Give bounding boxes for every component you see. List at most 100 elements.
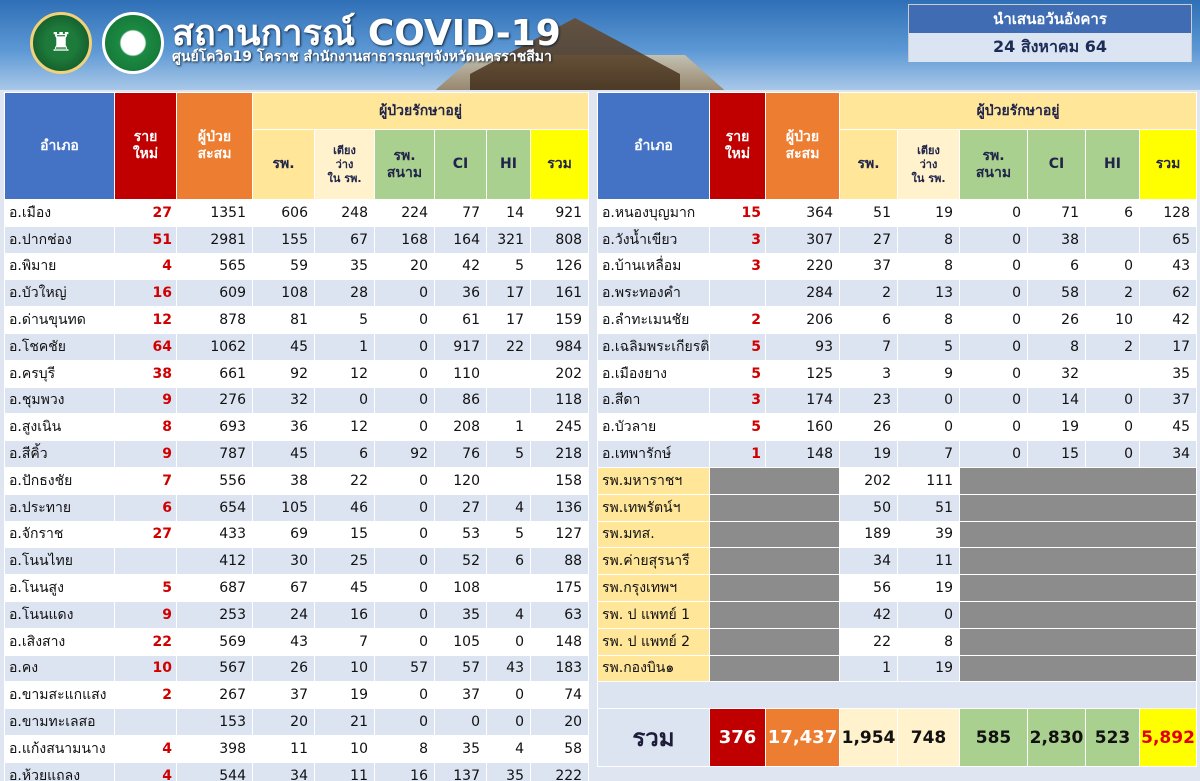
field-hospital-patients: 0 — [959, 413, 1028, 442]
total-all: 5,892 — [1138, 708, 1198, 768]
total-patients: 20 — [529, 708, 590, 736]
hospital-patients: 606 — [252, 199, 315, 227]
total-patients: 43 — [1138, 252, 1198, 281]
free-beds: 10 — [314, 734, 375, 763]
hospital-patients: 36 — [252, 413, 315, 442]
district-name: อ.พิมาย — [4, 252, 115, 281]
cumulative-cases: 661 — [176, 359, 253, 388]
free-beds: 111 — [897, 466, 960, 495]
hospital-row: รพ.กองบิน๑ 1 19 — [597, 654, 1198, 683]
total-patients: 127 — [529, 520, 590, 549]
cumulative-cases: 307 — [765, 225, 840, 254]
field-hospital-patients: 0 — [959, 199, 1028, 227]
ci-patients: 6 — [1027, 252, 1086, 281]
free-beds: 16 — [314, 600, 375, 629]
table-row: อ.คง 10 567 26 10 57 57 43 183 — [4, 654, 590, 683]
hospital-row: รพ.มหาราชฯ 202 111 — [597, 466, 1198, 495]
district-name: อ.โนนไทย — [4, 547, 115, 576]
free-beds: 35 — [314, 252, 375, 281]
hi-patients: 4 — [486, 493, 531, 522]
new-cases — [114, 708, 177, 736]
field-hospital-patients: 0 — [374, 627, 435, 656]
hospital-patients: 34 — [839, 547, 898, 576]
total-patients: 118 — [529, 386, 590, 415]
table-row: อ.ลำทะเมนชัย 2 206 6 8 0 26 10 42 — [597, 306, 1198, 334]
header-hi: HI — [486, 129, 531, 200]
gray-filler — [709, 654, 840, 683]
spacer-row — [596, 681, 1198, 710]
hi-patients: 0 — [486, 681, 531, 710]
ci-patients: 58 — [1027, 279, 1086, 308]
gray-filler — [958, 627, 1198, 656]
ci-patients: 14 — [1027, 386, 1086, 415]
free-beds: 12 — [314, 359, 375, 388]
free-beds: 7 — [314, 627, 375, 656]
ci-patients: 137 — [434, 761, 487, 781]
free-beds: 6 — [314, 440, 375, 468]
free-beds: 45 — [314, 574, 375, 602]
header-cumulative: ผู้ป่วย สะสม — [765, 92, 840, 200]
field-hospital-patients: 0 — [374, 332, 435, 361]
district-name: อ.สีคิ้ว — [4, 440, 115, 468]
ci-patients: 38 — [1027, 225, 1086, 254]
new-cases: 10 — [114, 654, 177, 683]
ci-patients: 917 — [434, 332, 487, 361]
cumulative-cases: 153 — [176, 708, 253, 736]
hi-patients: 14 — [486, 199, 531, 227]
free-beds: 19 — [897, 654, 960, 683]
hi-patients: 0 — [1085, 440, 1140, 468]
new-cases: 3 — [709, 225, 766, 254]
hospital-patients: 189 — [839, 520, 898, 549]
new-cases: 1 — [709, 440, 766, 468]
district-name: อ.ห้วยแถลง — [4, 761, 115, 781]
ci-patients: 15 — [1027, 440, 1086, 468]
date-box: นำเสนอวันอังคาร 24 สิงหาคม 64 — [908, 4, 1192, 62]
header-district: อำเภอ — [597, 92, 710, 200]
field-hospital-patients: 0 — [374, 413, 435, 442]
gray-filler — [958, 600, 1198, 629]
hospital-row: รพ.ค่ายสุรนารี 34 11 — [597, 547, 1198, 576]
total-patients: 984 — [529, 332, 590, 361]
free-beds: 15 — [314, 520, 375, 549]
district-name: อ.สีดา — [597, 386, 710, 415]
hospital-patients: 27 — [839, 225, 898, 254]
grand-total-row: รวม 376 17,437 1,954 748 585 2,830 523 5… — [597, 708, 1198, 768]
table-row: อ.สีคิ้ว 9 787 45 6 92 76 5 218 — [4, 440, 590, 468]
field-hospital-patients: 0 — [959, 386, 1028, 415]
free-beds: 0 — [897, 413, 960, 442]
header-total: รวม — [529, 129, 590, 200]
total-patients: 88 — [529, 547, 590, 576]
new-cases: 5 — [709, 332, 766, 361]
header-field-hospital: รพ. สนาม — [374, 129, 435, 200]
header-under-treatment: ผู้ป่วยรักษาอยู่ — [251, 92, 590, 130]
field-hospital-patients: 0 — [374, 708, 435, 736]
hospital-name: รพ.เทพรัตน์ฯ — [597, 493, 710, 522]
hi-patients: 35 — [486, 761, 531, 781]
total-patients: 45 — [1138, 413, 1198, 442]
hospital-patients: 43 — [252, 627, 315, 656]
total-patients: 58 — [529, 734, 590, 763]
table-row: อ.บ้านเหลื่อม 3 220 37 8 0 6 0 43 — [597, 252, 1198, 281]
hospital-patients: 51 — [839, 199, 898, 227]
header-ci: CI — [434, 129, 487, 200]
hi-patients: 22 — [486, 332, 531, 361]
ci-patients: 86 — [434, 386, 487, 415]
new-cases: 64 — [114, 332, 177, 361]
ci-patients: 35 — [434, 734, 487, 763]
ci-patients: 19 — [1027, 413, 1086, 442]
gray-filler — [709, 627, 840, 656]
cumulative-cases: 253 — [176, 600, 253, 629]
table-row: อ.โนนสูง 5 687 67 45 0 108 175 — [4, 574, 590, 602]
cumulative-cases: 398 — [176, 734, 253, 763]
new-cases: 27 — [114, 520, 177, 549]
cumulative-cases: 364 — [765, 199, 840, 227]
total-field-hospital: 585 — [959, 708, 1028, 768]
total-free-beds: 748 — [897, 708, 960, 768]
field-hospital-patients: 0 — [959, 225, 1028, 254]
free-beds: 28 — [314, 279, 375, 308]
table-row: อ.ชุมพวง 9 276 32 0 0 86 118 — [4, 386, 590, 415]
field-hospital-patients: 0 — [374, 574, 435, 602]
field-hospital-patients: 0 — [374, 520, 435, 549]
free-beds: 11 — [314, 761, 375, 781]
total-patients: 35 — [1138, 359, 1198, 388]
